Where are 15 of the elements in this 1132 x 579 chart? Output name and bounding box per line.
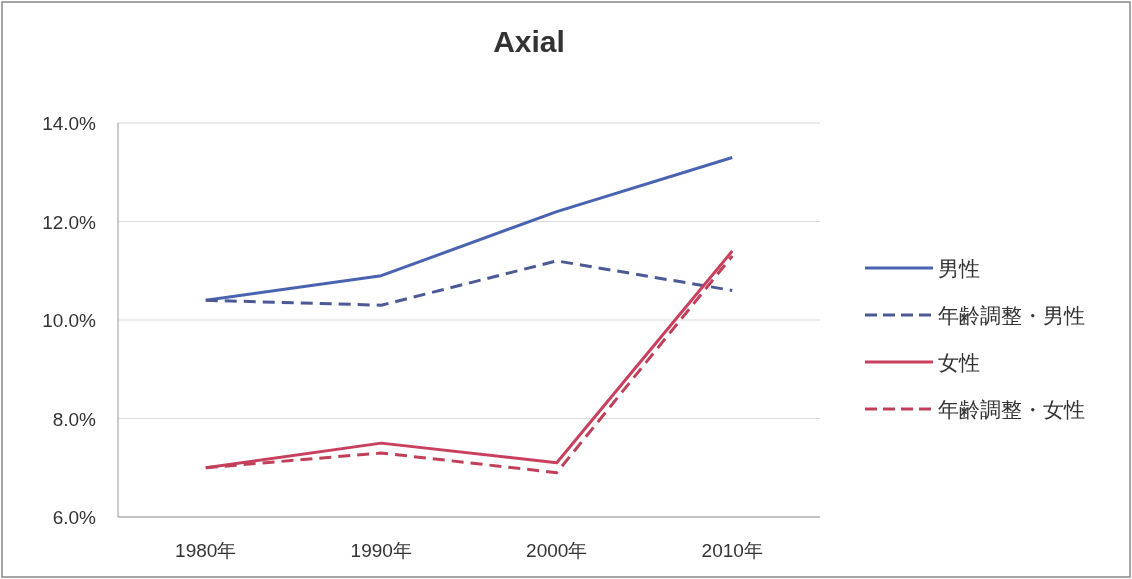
y-tick-label: 6.0% (52, 507, 97, 528)
y-tick-label: 12.0% (42, 211, 97, 233)
legend-label: 年齢調整・女性 (938, 398, 1085, 421)
chart-title: Axial (493, 25, 565, 58)
x-tick-label: 2010年 (701, 540, 763, 561)
y-tick-label: 8.0% (52, 408, 97, 430)
legend-label: 男性 (938, 257, 980, 280)
y-tick-label: 10.0% (42, 310, 97, 331)
legend-label: 女性 (938, 351, 980, 374)
y-tick-label: 14.0% (42, 113, 97, 134)
x-tick-label: 1980年 (175, 540, 237, 561)
legend-label: 年齢調整・男性 (938, 304, 1085, 327)
x-tick-label: 1990年 (350, 540, 412, 561)
x-tick-label: 2000年 (526, 540, 588, 561)
line-series (204, 259, 734, 307)
